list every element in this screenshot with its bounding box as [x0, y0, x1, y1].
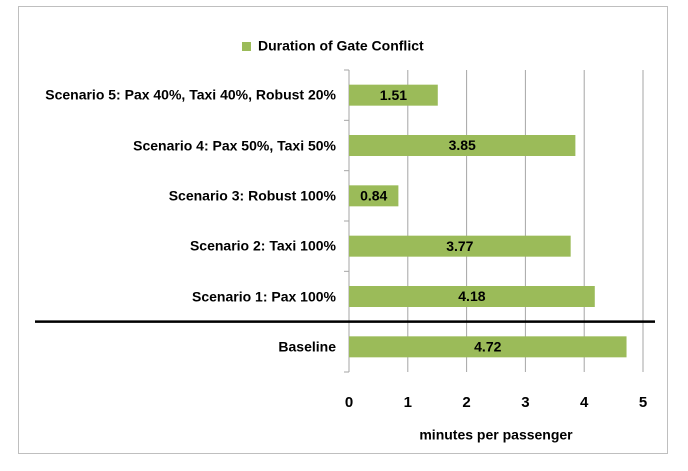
bar [349, 235, 571, 257]
x-tick-label: 1 [404, 394, 412, 411]
y-tick-label: Scenario 2: Taxi 100% [189, 237, 336, 254]
bar [349, 286, 595, 307]
data-label: 3.77 [446, 238, 473, 254]
x-tick-label: 2 [462, 394, 470, 411]
data-label: 0.84 [360, 188, 387, 204]
x-tick-label: 5 [639, 394, 647, 411]
x-tick-label: 4 [580, 394, 589, 411]
y-tick-label: Scenario 1: Pax 100% [192, 288, 336, 304]
chart-frame [18, 6, 668, 454]
y-tick-label: Scenario 4: Pax 50%, Taxi 50% [133, 137, 336, 153]
legend-label: Duration of Gate Conflict [258, 38, 424, 54]
y-tick-label: Scenario 3: Robust 100% [168, 187, 336, 204]
x-tick-label: 0 [345, 394, 353, 411]
y-tick-label: Scenario 5: Pax 40%, Taxi 40%, Robust 20… [45, 86, 336, 103]
data-label: 4.72 [474, 339, 501, 355]
bar [349, 84, 438, 106]
bar [349, 135, 576, 156]
x-axis-label: minutes per passenger [419, 427, 573, 443]
bar [349, 185, 399, 207]
data-label: 1.51 [380, 87, 407, 103]
legend-swatch [242, 42, 251, 51]
data-label: 3.85 [449, 137, 476, 153]
x-tick-label: 3 [521, 394, 529, 411]
y-tick-label: Baseline [278, 338, 336, 355]
data-label: 4.18 [458, 288, 485, 304]
bar [349, 336, 627, 358]
